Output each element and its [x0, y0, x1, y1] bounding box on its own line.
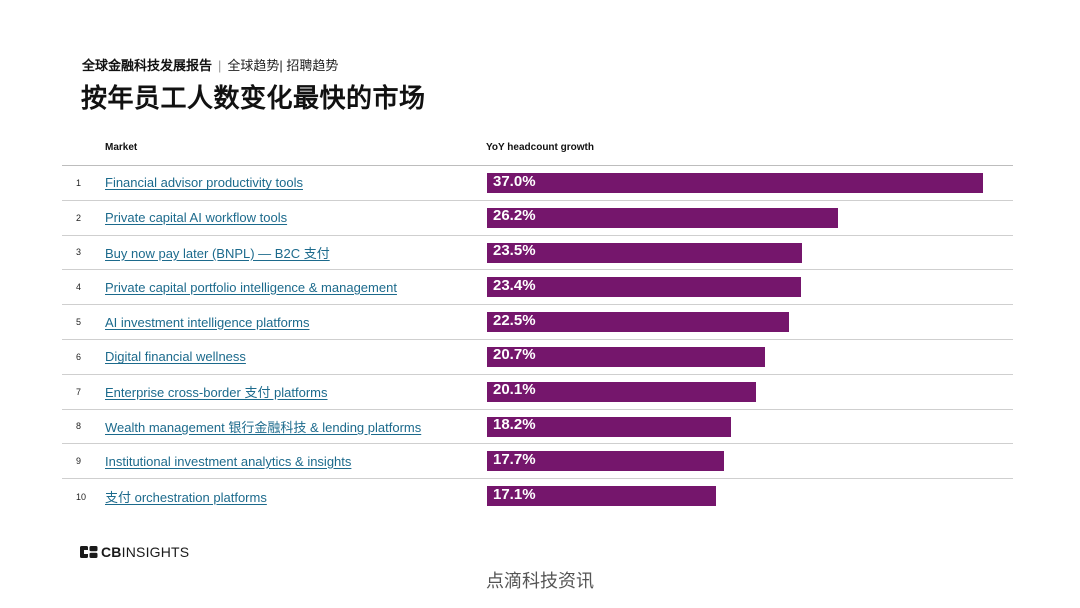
market-link[interactable]: AI investment intelligence platforms	[105, 314, 310, 330]
table-row: 3 Buy now pay later (BNPL) — B2C 支付 23.5%	[62, 236, 1013, 271]
table-row: 6 Digital financial wellness 20.7%	[62, 340, 1013, 375]
market-link[interactable]: Enterprise cross-border 支付 platforms	[105, 385, 328, 401]
rank-number: 9	[76, 456, 82, 467]
market-link[interactable]: Institutional investment analytics & ins…	[105, 453, 352, 469]
growth-value-label: 23.4%	[493, 276, 536, 294]
table-row: 4 Private capital portfolio intelligence …	[62, 270, 1013, 306]
column-header-growth: YoY headcount growth	[486, 142, 594, 153]
logo-text-insights: INSIGHTS	[121, 544, 190, 560]
growth-value-label: 20.1%	[493, 381, 536, 399]
breadcrumb: 全球金融科技发展报告 | 全球趋势| 招聘趋势	[82, 55, 338, 74]
rank-number: 5	[76, 317, 82, 328]
growth-bar	[487, 242, 802, 263]
growth-value-label: 23.5%	[493, 242, 536, 260]
section-title: 全球趋势| 招聘趋势	[227, 58, 339, 73]
growth-value-label: 17.7%	[493, 450, 536, 468]
market-link[interactable]: Digital financial wellness	[105, 349, 246, 365]
market-link[interactable]: Wealth management 银行金融科技 & lending platf…	[105, 419, 422, 435]
logo-text: CBINSIGHTS	[101, 544, 189, 560]
growth-bar	[487, 381, 757, 402]
growth-bar	[487, 486, 717, 507]
table-row: 2 Private capital AI workflow tools 26.2%	[62, 201, 1013, 236]
market-link[interactable]: Financial advisor productivity tools	[105, 175, 303, 191]
rank-number: 1	[76, 177, 82, 188]
report-title: 全球金融科技发展报告	[82, 58, 213, 73]
growth-bar	[487, 416, 731, 437]
growth-bar	[487, 451, 725, 472]
table-row: 9 Institutional investment analytics & in…	[62, 444, 1013, 480]
table-row: 7 Enterprise cross-border 支付 platforms 20.…	[62, 375, 1013, 410]
table-row: 1 Financial advisor productivity tools 37.…	[62, 166, 1013, 201]
rank-number: 2	[76, 212, 82, 223]
breadcrumb-separator: |	[218, 58, 222, 73]
cb-insights-logo-icon	[80, 546, 98, 558]
growth-value-label: 22.5%	[493, 311, 536, 329]
rank-number: 10	[76, 491, 87, 502]
rank-number: 4	[76, 282, 82, 293]
rank-number: 7	[76, 386, 82, 397]
growth-bar	[487, 207, 839, 228]
watermark: 点滴科技资讯	[486, 571, 594, 591]
cb-insights-logo: CBINSIGHTS	[80, 544, 189, 560]
header-divider	[62, 165, 1013, 166]
growth-value-label: 18.2%	[493, 416, 536, 434]
column-header-market: Market	[105, 142, 138, 153]
growth-bar	[487, 173, 983, 193]
growth-bar	[487, 312, 789, 333]
rank-number: 3	[76, 247, 82, 258]
market-link[interactable]: Buy now pay later (BNPL) — B2C 支付	[105, 245, 330, 261]
chart-rows: 1 Financial advisor productivity tools 37.…	[62, 166, 1013, 514]
growth-value-label: 20.7%	[493, 346, 536, 364]
growth-value-label: 37.0%	[493, 172, 536, 190]
rank-number: 8	[76, 421, 82, 432]
market-link[interactable]: 支付 orchestration platforms	[105, 490, 267, 506]
logo-text-cb: CB	[101, 544, 122, 560]
market-link[interactable]: Private capital portfolio intelligence &…	[105, 279, 397, 295]
growth-bar	[487, 277, 801, 298]
table-row: 5 AI investment intelligence platforms 22.…	[62, 305, 1013, 340]
table-row: 10 支付 orchestration platforms 17.1%	[62, 479, 1013, 514]
growth-value-label: 17.1%	[493, 485, 536, 503]
page-title: 按年员工人数变化最快的市场	[81, 83, 426, 113]
growth-value-label: 26.2%	[493, 207, 536, 225]
rank-number: 6	[76, 351, 82, 362]
growth-bar	[487, 346, 765, 367]
table-row: 8 Wealth management 银行金融科技 & lending plat…	[62, 410, 1013, 445]
market-link[interactable]: Private capital AI workflow tools	[105, 210, 288, 226]
